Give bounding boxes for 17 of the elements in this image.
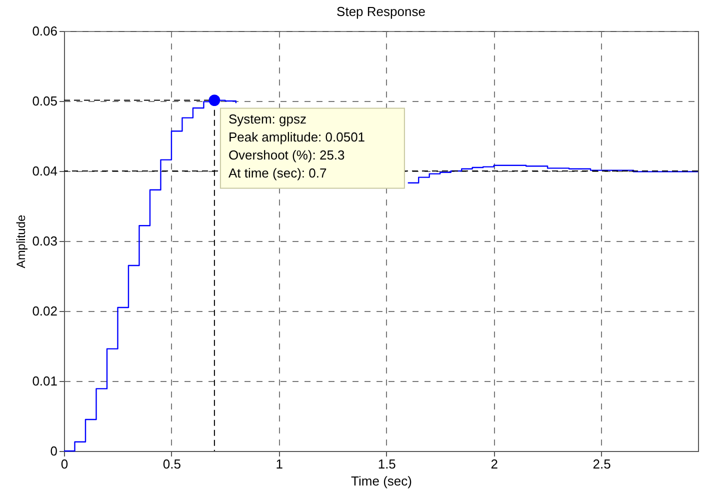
y-tick-label: 0.04 <box>32 164 58 178</box>
x-tick-label: 2.5 <box>592 456 611 472</box>
x-axis-title: Time (sec) <box>351 474 412 488</box>
x-tick-label: 0.5 <box>162 456 181 472</box>
y-tick-label: 0.06 <box>32 24 58 38</box>
x-tick-label: 2 <box>490 456 498 472</box>
chart-title: Step Response <box>336 4 426 19</box>
y-tick-label: 0.05 <box>32 94 58 108</box>
y-tick-label: 0 <box>50 444 58 458</box>
y-tick-label: 0.03 <box>32 234 58 248</box>
x-tick-label: 0 <box>60 456 68 472</box>
y-axis-title: Amplitude <box>14 214 28 268</box>
x-tick-label: 1.5 <box>378 456 396 472</box>
annotation: System: gpsz Peak amplitude: 0.0501 Overshoot (%): 25.3 At time (sec): 0.7 <box>228 111 366 180</box>
x-tick-label: 1 <box>276 456 284 472</box>
y-tick-label: 0.02 <box>32 304 58 318</box>
y-tick-label: 0.01 <box>32 374 58 388</box>
